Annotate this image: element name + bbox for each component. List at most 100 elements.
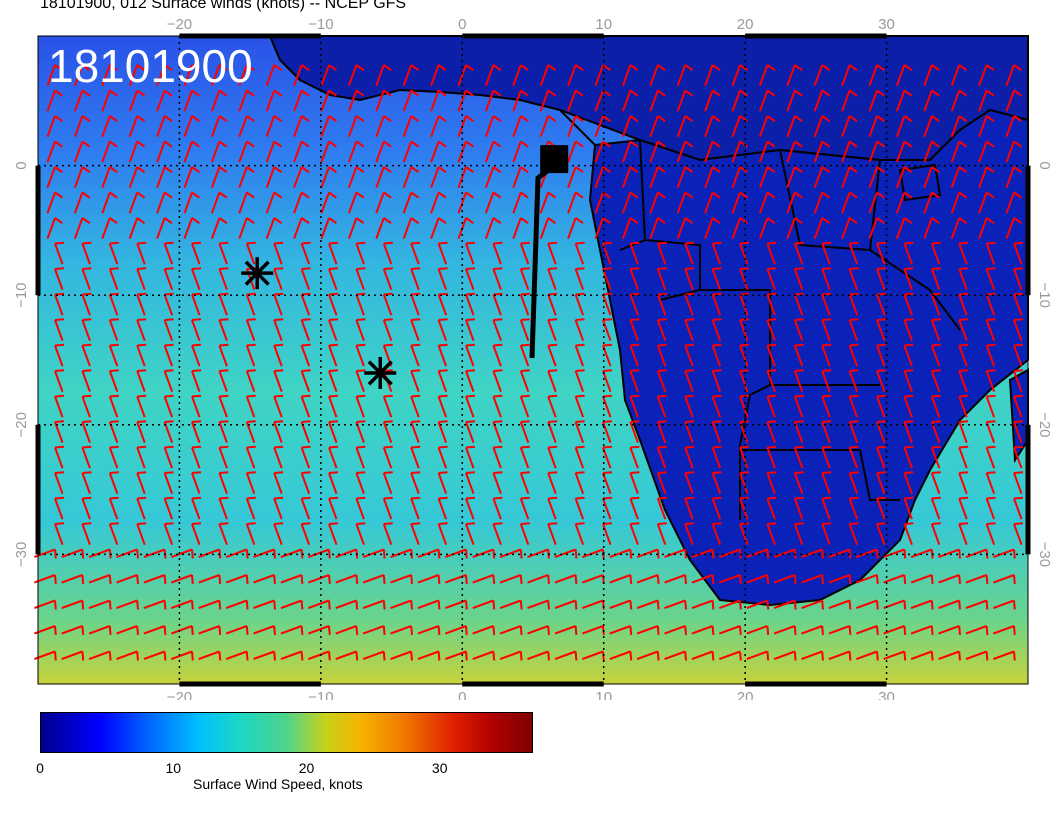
wind-barb-flag [821,64,831,71]
wind-barb-flag [739,191,748,199]
wind-barb [711,498,722,520]
wind-barb [417,625,439,635]
wind-barb-flag [493,369,503,372]
wind-barb [594,90,604,112]
wind-barb [876,268,886,291]
wind-barb-flag [986,496,996,500]
wind-barb-flag [767,496,777,500]
wind-barb-flag [328,496,339,500]
wind-barb [519,243,530,265]
wind-barb-flag [465,241,476,245]
wind-barb-flag [492,140,502,148]
colorbar-tick-label: 20 [298,760,315,776]
wind-barb-flag [575,394,585,398]
wind-barb [985,345,996,367]
wind-barb-flag [1013,64,1022,71]
wind-barb-flag [849,394,859,398]
wind-barb-flag [81,574,85,585]
wind-barb-flag [904,394,914,398]
wind-barb [410,243,420,265]
wind-barb [923,192,933,214]
wind-barb [821,396,831,418]
wind-barb [519,498,530,520]
wind-barb-flag [959,394,969,398]
wind-barb [273,421,283,444]
wind-barb-flag [794,115,803,122]
wind-barb-flag [328,191,337,199]
wind-barb [430,192,440,214]
wind-barb-flag [548,292,558,296]
wind-barb [684,345,694,367]
wind-barb-flag [493,292,503,296]
wind-barb [484,166,495,189]
wind-barb-flag [82,522,92,525]
wind-barb [793,421,804,444]
wind-barb [801,574,823,584]
wind-barb-flag [219,394,229,398]
wind-barb-flag [931,115,940,122]
wind-barb-flag [54,115,63,122]
wind-barb [273,498,283,520]
wind-barb [472,625,494,635]
wind-barb [985,319,996,342]
wind-barb [46,141,56,163]
wind-barb-flag [328,471,339,474]
wind-barb-flag [410,64,420,71]
wind-barb [609,548,631,558]
wind-barb [574,243,585,265]
wind-barb-flag [355,574,359,585]
wind-barb [465,268,475,291]
wind-barb-flag [465,115,474,122]
wind-barb [903,421,913,444]
wind-barb [355,523,365,546]
wind-barb [664,599,686,609]
wind-barb [793,345,804,367]
wind-barb [128,166,139,189]
wind-barb-flag [411,343,421,347]
wind-barb [156,90,166,112]
wind-barb-flag [136,574,139,585]
wind-barb [684,294,694,316]
wind-barb [307,599,330,609]
wind-barb-flag [657,292,667,296]
wind-barb-flag [382,600,386,610]
wind-barb [382,523,393,546]
wind-barb-flag [438,267,448,270]
wind-barb [61,548,83,558]
wind-barb-flag [81,140,91,148]
wind-barb [1013,421,1023,444]
wind-barb [539,90,550,112]
wind-barb-flag [465,191,474,199]
wind-barb-flag [246,140,255,148]
wind-barb-flag [794,496,804,500]
wind-barb-flag [328,549,331,559]
lon-tick-label-top: −10 [308,16,333,33]
wind-barb-flag [767,445,777,449]
wind-barb-flag [493,318,503,321]
wind-barb-flag [383,522,393,525]
wind-barb-flag [328,267,339,270]
wind-barb-flag [548,420,558,423]
wind-barb-flag [656,651,660,661]
wind-barb [73,64,84,87]
wind-barb-flag [959,471,969,474]
wind-barb-flag [793,625,797,636]
wind-barb [143,599,165,609]
wind-barb [218,396,228,418]
wind-barb-flag [959,369,969,372]
wind-barb-flag [191,191,200,199]
wind-barb-flag [904,496,914,500]
wind-barb [629,421,639,444]
wind-barb-flag [986,394,996,398]
wind-barb-flag [191,217,200,224]
wind-barb-flag [137,394,147,398]
wind-barb-flag [465,549,468,559]
wind-barb-flag [958,651,961,661]
wind-barb [965,548,987,558]
wind-barb [156,192,166,214]
wind-barb [1013,523,1023,546]
wind-barb-flag [219,292,229,296]
wind-barb [238,166,248,189]
wind-barb [793,319,804,342]
wind-barb [183,90,193,112]
